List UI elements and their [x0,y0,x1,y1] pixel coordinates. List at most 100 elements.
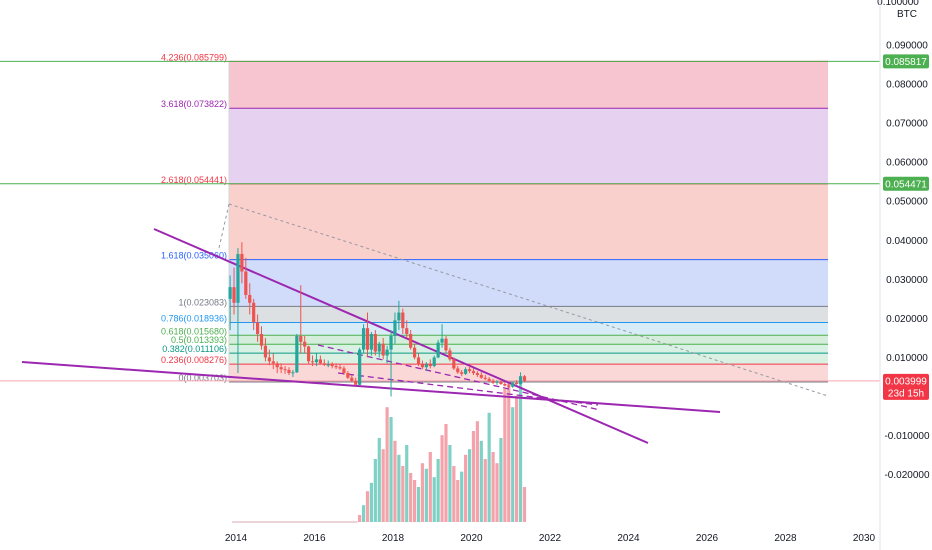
x-axis[interactable]: 2014 2016 2018 2020 2022 2024 2026 2028 2030 [225,533,876,544]
x-tick-label: 2020 [460,533,483,544]
fib-band [229,183,828,260]
candle-body [499,381,503,385]
fib-level-label: 1(0.023083) [178,297,227,307]
volume-bar [428,452,432,522]
candle-body [263,345,268,358]
volume-bar [385,407,389,522]
candle-body [515,382,519,385]
candle-body [444,338,448,351]
candle-body [252,302,256,323]
candle-body [518,376,523,385]
volume-bar [475,421,479,522]
candle-body [244,271,248,295]
candle-body [479,375,483,378]
candle-body [310,361,315,363]
candle-body [483,377,487,379]
candle-body [385,349,389,356]
candle-body [495,381,499,383]
dashed-channel-lower [337,372,599,406]
x-tick-label: 2018 [382,533,405,544]
candle-body [464,369,468,374]
candle-body [365,328,370,350]
volume-bars [232,382,527,523]
candle-body [393,320,397,336]
candle-body [287,369,291,374]
x-tick-label: 2022 [539,533,562,544]
y-tick-label: -0.010000 [884,431,929,442]
y-tick-label: 0.050000 [886,197,928,208]
candle-body [303,341,307,347]
volume-bar [503,389,507,522]
fibonacci-bands [229,61,828,383]
volume-bar [436,459,440,522]
volume-bar [401,466,405,522]
candle-body [240,253,244,272]
volume-bar [432,477,436,522]
candle-body [471,371,476,374]
candle-body [436,342,440,358]
volume-bar [483,459,487,522]
y-tick-label: -0.020000 [884,470,929,481]
fib-level-label: 0.786(0.018936) [161,314,227,324]
candle-body [299,335,303,342]
volume-bar [373,459,377,522]
fib-level-label: 0.236(0.008276) [161,355,227,365]
volume-bar [412,480,417,522]
candle-body [381,343,385,356]
fibonacci-levels: 4.236(0.085799) 3.618(0.073822) 2.618(0.05… [161,52,828,383]
candle-body [334,366,338,368]
candle-body [420,364,425,368]
y-tick-label: 0.040000 [886,236,928,247]
fib-level-label: 4.236(0.085799) [161,52,227,62]
candle-body [405,328,409,335]
volume-bar [393,440,397,522]
candle-body [361,328,366,350]
fib-level-label: 3.618(0.073822) [161,99,227,109]
candle-body [456,368,460,373]
x-tick-label: 2024 [617,533,640,544]
volume-bar [491,452,495,522]
y-tick-label: 0.020000 [886,314,928,325]
volume-bar [440,435,444,522]
descending-trendline [153,228,649,444]
volume-bar [507,382,511,522]
candle-body [350,377,354,381]
candle-body [432,357,436,367]
candle-body [409,334,413,348]
volume-bar [518,382,523,522]
y-axis[interactable]: 0.100000 BTC 0.0900000.0800000.0700000.0… [877,0,930,550]
price-tag-value: 0.085817 [885,57,927,68]
candle-body [491,380,495,383]
fib-band [229,61,828,109]
candle-body [354,380,358,385]
fib-band [229,108,828,184]
volume-bar [361,505,366,522]
candle-body [318,359,322,364]
volume-bar [424,468,428,522]
fib-band [229,259,828,307]
volume-bar [452,466,456,522]
candle-body [236,253,240,303]
fib-level-label: 0(0.003703) [178,373,227,383]
candle-body [255,322,260,335]
candle-body [259,334,264,346]
price-tag [883,54,929,69]
volume-bar [358,515,362,522]
candle-body [507,385,511,387]
volume-bar [511,407,515,522]
volume-bar [479,440,483,522]
fib-band [229,322,828,336]
price-tag-countdown: 23d 15h [888,388,924,399]
candle-body [467,369,472,372]
horizontal-lines[interactable] [0,60,880,382]
candle-body [283,369,287,371]
dashed-channel-upper [317,344,601,411]
trendlines[interactable] [21,203,829,444]
dotted-projection-line [228,203,829,397]
fib-level-label: 0.382(0.011106) [162,344,227,354]
volume-bar [405,445,409,522]
candlesticks [228,242,527,397]
x-tick-label: 2028 [774,533,797,544]
y-tick-label: 0.010000 [886,353,928,364]
